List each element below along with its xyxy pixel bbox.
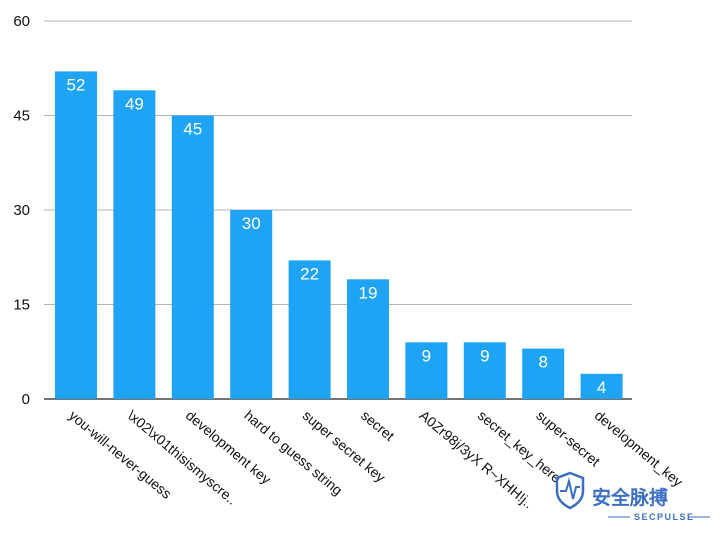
bar [580, 373, 623, 399]
y-tick-label: 45 [13, 108, 30, 125]
pulse-icon [560, 477, 580, 500]
y-axis-ticks: 0 15 30 45 60 [13, 13, 30, 408]
x-tick-label: secret [358, 407, 398, 444]
bar-value-label: 9 [422, 346, 431, 365]
x-tick-label: development_key [592, 407, 686, 490]
watermark-text: 安全脉搏 [592, 486, 668, 509]
y-tick-label: 30 [13, 202, 30, 219]
bar [522, 348, 565, 399]
x-tick-label: hard to guess string [241, 407, 345, 498]
bar [171, 115, 214, 399]
bar-value-label: 8 [538, 353, 547, 372]
bar-value-label: 22 [300, 264, 319, 283]
bar-value-label: 9 [480, 346, 489, 365]
y-tick-label: 60 [13, 13, 30, 30]
y-tick-label: 15 [13, 297, 30, 314]
value-labels: 52 49 45 30 22 19 9 9 8 4 [67, 75, 607, 396]
bar [230, 210, 273, 399]
bar [405, 342, 448, 399]
bar-value-label: 19 [359, 283, 378, 302]
y-tick-label: 0 [22, 391, 30, 408]
bar [288, 260, 331, 399]
bar [55, 71, 97, 400]
bar [113, 90, 156, 400]
watermark-subtext: SECPULSE [634, 512, 695, 522]
shield-icon [555, 471, 585, 510]
bar-value-label: 49 [125, 94, 144, 113]
bar-value-label: 30 [242, 214, 261, 233]
watermark: 安全脉搏 SECPULSE [555, 471, 710, 522]
bar-value-label: 52 [67, 75, 86, 94]
x-tick-label: A0Zr98j/3yX R~XHH!j.. [416, 407, 536, 512]
bar [463, 342, 506, 399]
x-tick-label: you-will-never-guess [66, 407, 175, 502]
bar-value-label: 45 [183, 120, 202, 139]
bar-value-label: 4 [597, 378, 606, 397]
bar [347, 279, 389, 399]
x-tick-label: \x02\x01thisismyscre.. [124, 407, 240, 508]
bars [55, 71, 623, 400]
